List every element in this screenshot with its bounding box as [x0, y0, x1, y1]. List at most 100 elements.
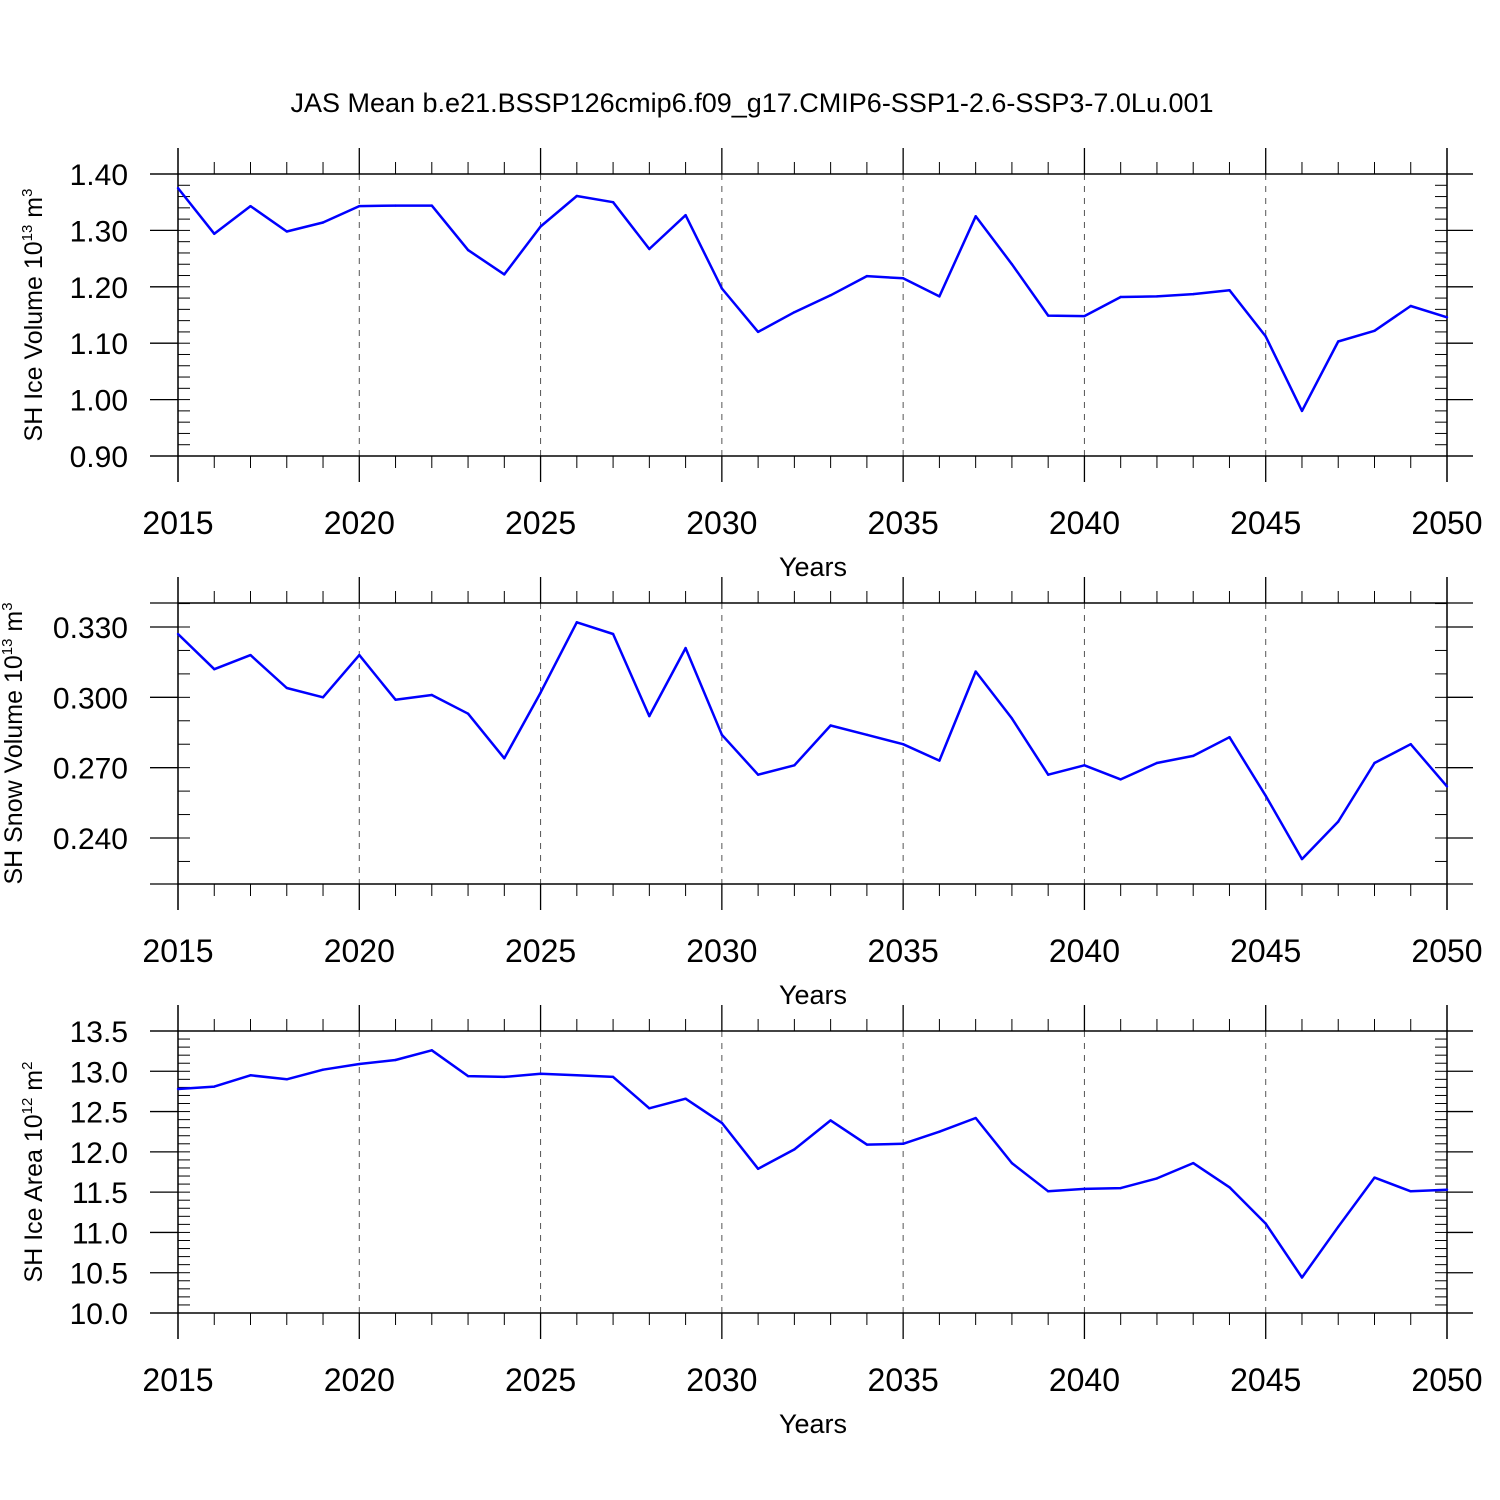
data-point: [1046, 773, 1050, 776]
data-point: [503, 757, 506, 760]
x-tick-label: 2035: [868, 933, 939, 969]
y-tick-label: 11.5: [72, 1177, 128, 1210]
data-point: [1264, 1222, 1267, 1225]
data-point: [611, 1075, 615, 1079]
data-point: [575, 1074, 579, 1077]
data-point: [1264, 335, 1267, 338]
data-point: [865, 274, 869, 278]
y-tick-label: 0.270: [53, 753, 128, 786]
data-point: [539, 691, 542, 694]
data-point: [466, 1074, 470, 1078]
figure-title: JAS Mean b.e21.BSSP126cmip6.f09_g17.CMIP…: [290, 88, 1213, 118]
data-point: [865, 1143, 869, 1146]
x-tick-label: 2040: [1049, 505, 1120, 541]
y-axis-label-unit: m: [20, 197, 48, 225]
data-point: [648, 1107, 651, 1110]
data-point: [611, 201, 615, 204]
data-point: [684, 1097, 687, 1100]
chart-panel-3: 2015 2020 2025 2030 2035 2040 2045 2050 10.0 10.5…: [19, 1005, 1483, 1439]
data-point: [503, 1075, 506, 1079]
data-point: [938, 1130, 941, 1133]
y-tick-label: 0.330: [53, 612, 128, 645]
data-point: [1119, 778, 1122, 781]
y-tick-label: 1.20: [70, 272, 128, 305]
y-axis-label-unit-exp: 2: [19, 1062, 36, 1070]
y-tick-label: 13.0: [70, 1056, 128, 1089]
data-point: [1010, 717, 1014, 720]
data-point: [901, 277, 905, 280]
series-line: [177, 1049, 1448, 1279]
data-point: [539, 1072, 542, 1075]
data-point: [720, 1121, 724, 1125]
data-point: [648, 714, 651, 718]
data-point: [394, 204, 397, 207]
y-tick-label: 1.30: [70, 215, 128, 248]
x-tick-label: 2050: [1411, 1362, 1482, 1398]
x-tick-label: 2020: [324, 933, 395, 969]
data-point: [213, 668, 216, 671]
data-point: [249, 204, 252, 208]
x-tick-label: 2030: [686, 1362, 757, 1398]
x-axis-label: Years: [779, 552, 847, 582]
data-point: [865, 733, 869, 737]
data-point: [793, 1148, 796, 1151]
data-point: [1083, 1187, 1086, 1191]
data-point: [793, 764, 796, 767]
data-point: [611, 632, 615, 636]
data-point: [1300, 857, 1304, 861]
data-point: [1337, 340, 1340, 343]
x-axis-label: Years: [779, 1409, 847, 1439]
data-point: [938, 295, 941, 298]
data-point: [466, 248, 470, 252]
x-tick-label: 2035: [868, 505, 939, 541]
data-point: [430, 693, 433, 697]
data-point: [1010, 263, 1014, 266]
data-point: [829, 1119, 832, 1122]
data-point: [1337, 820, 1340, 823]
y-tick-label: 0.90: [70, 441, 128, 474]
y-tick-label: 12.5: [70, 1097, 128, 1130]
y-axis-label: SH Ice Area 1012 m2: [19, 1062, 48, 1283]
data-point: [648, 247, 651, 251]
x-tick-label: 2025: [505, 933, 576, 969]
y-tick-label: 0.300: [53, 682, 128, 715]
data-point: [829, 294, 832, 297]
y-tick-label: 12.0: [70, 1137, 128, 1170]
data-point: [974, 1116, 977, 1120]
data-point: [1228, 735, 1231, 739]
data-point: [1300, 409, 1304, 413]
x-tick-label: 2050: [1411, 933, 1482, 969]
data-point: [176, 186, 180, 190]
plot-frame: [177, 1030, 1448, 1314]
y-tick-label: 1.40: [70, 159, 128, 192]
data-point: [1373, 761, 1376, 765]
x-tick-label: 2020: [324, 1362, 395, 1398]
data-point: [358, 1062, 361, 1066]
data-point: [1192, 754, 1195, 758]
data-point: [430, 1049, 433, 1052]
data-point: [756, 330, 760, 334]
panels: 2015 2020 2025 2030 2035 2040 2045 2050 0.90 1.00…: [0, 148, 1483, 1439]
data-point: [1046, 314, 1050, 317]
data-point: [1083, 314, 1086, 318]
y-axis-label-unit: m: [0, 611, 28, 639]
data-point: [358, 653, 361, 657]
y-axis-label-main: SH Ice Area 10: [20, 1114, 48, 1282]
data-point: [974, 215, 977, 218]
data-point: [466, 712, 470, 715]
series-line: [177, 621, 1448, 861]
data-point: [176, 1087, 180, 1091]
x-tick-label: 2020: [324, 505, 395, 541]
data-point: [1300, 1276, 1304, 1279]
series-line: [177, 187, 1448, 413]
data-point: [1445, 785, 1449, 788]
data-point: [1155, 761, 1159, 765]
data-point: [1192, 1161, 1195, 1165]
x-tick-label: 2035: [868, 1362, 939, 1398]
data-point: [575, 621, 579, 624]
x-tick-label: 2045: [1230, 505, 1301, 541]
chart-panel-2: 2015 2020 2025 2030 2035 2040 2045 2050 0.240 0.2…: [0, 577, 1483, 1010]
data-point: [1409, 743, 1412, 746]
data-point: [1445, 1188, 1449, 1191]
